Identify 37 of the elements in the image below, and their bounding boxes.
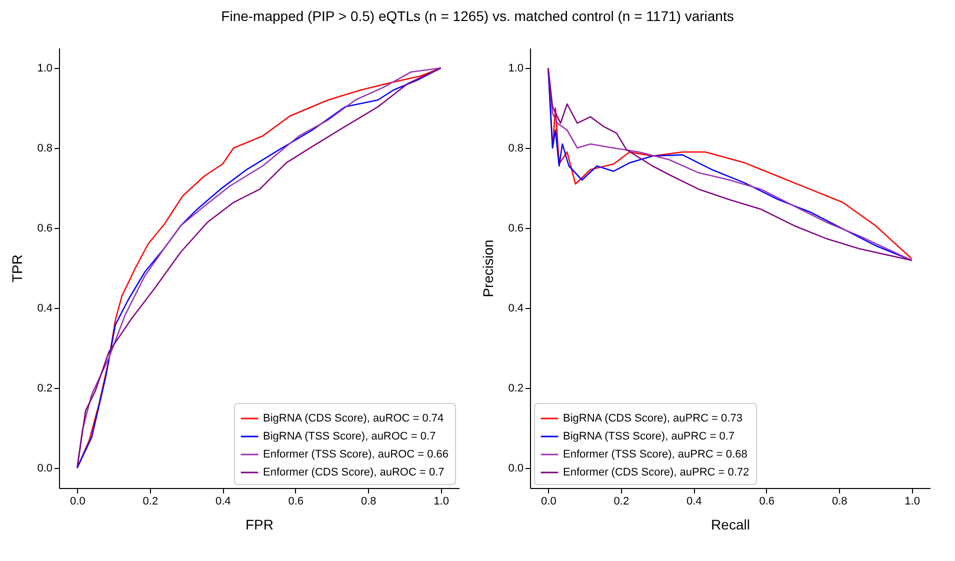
x-tick-label: 0.2	[614, 496, 630, 508]
x-tick-label: 0.4	[686, 496, 702, 508]
x-axis-title: Recall	[711, 516, 750, 532]
x-tick-label: 0.2	[142, 496, 158, 508]
x-tick-label: 1.0	[434, 496, 449, 508]
y-tick-label: 0.4	[37, 302, 52, 314]
y-tick-label: 0.2	[37, 382, 52, 394]
y-tick-label: 0.6	[37, 222, 52, 234]
x-tick-label: 0.6	[759, 496, 775, 508]
legend-label: BigRNA (CDS Score), auPRC = 0.73	[563, 412, 742, 424]
y-tick-label: 0.8	[37, 142, 52, 154]
y-tick-label: 0.4	[508, 302, 524, 314]
legend-label: Enformer (CDS Score), auPRC = 0.72	[563, 466, 750, 478]
legend-label: Enformer (TSS Score), auROC = 0.66	[263, 448, 449, 460]
x-tick-label: 0.0	[541, 496, 556, 508]
y-tick-label: 0.6	[508, 222, 524, 234]
x-tick-label: 0.8	[360, 496, 376, 508]
y-tick-label: 0.2	[508, 382, 524, 394]
legend-label: BigRNA (TSS Score), auROC = 0.7	[263, 430, 436, 442]
y-tick-label: 0.8	[508, 142, 524, 154]
y-tick-label: 1.0	[508, 62, 524, 74]
x-tick-label: 0.8	[832, 496, 848, 508]
legend-label: Enformer (TSS Score), auPRC = 0.68	[563, 448, 748, 460]
x-tick-label: 0.0	[70, 496, 86, 508]
x-tick-label: 0.6	[288, 496, 304, 508]
y-tick-label: 1.0	[37, 62, 52, 74]
y-tick-label: 0.0	[37, 462, 52, 474]
legend-label: Enformer (CDS Score), auROC = 0.7	[263, 466, 444, 478]
y-axis-title: TPR	[9, 254, 26, 282]
x-tick-label: 1.0	[904, 496, 920, 508]
x-tick-label: 0.4	[215, 496, 231, 508]
legend-label: BigRNA (CDS Score), auROC = 0.74	[263, 412, 444, 424]
chart-title: Fine-mapped (PIP > 0.5) eQTLs (n = 1265) vs. matched control (n = 1171) variants	[220, 8, 735, 26]
x-axis-title: FPR	[246, 516, 274, 532]
y-axis-title: Precision	[480, 240, 496, 298]
y-tick-label: 0.0	[508, 462, 524, 474]
legend-label: BigRNA (TSS Score), auPRC = 0.7	[563, 430, 734, 442]
